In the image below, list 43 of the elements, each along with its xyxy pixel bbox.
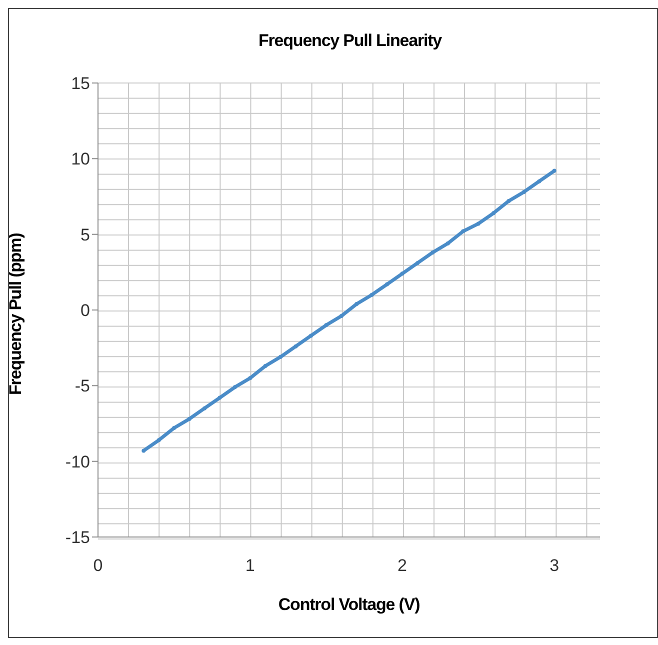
y-tick-label: -15 — [65, 528, 90, 548]
y-tick-label: 10 — [71, 150, 90, 169]
point — [552, 168, 556, 173]
point — [537, 179, 542, 184]
x-tick-label: 1 — [245, 556, 255, 576]
point — [430, 250, 435, 254]
point — [461, 229, 466, 234]
point — [492, 211, 496, 216]
x-axis-title: Control Voltage (V) — [278, 595, 420, 614]
point — [446, 241, 450, 246]
point — [476, 222, 480, 226]
y-axis-title: Frequency Pull (ppm) — [6, 233, 26, 395]
x-tick-label: 0 — [93, 556, 103, 576]
point — [202, 406, 206, 410]
point — [324, 323, 328, 328]
point — [187, 416, 192, 421]
point — [263, 364, 268, 368]
point — [248, 376, 252, 380]
x-tick-label: 2 — [398, 556, 407, 576]
chart-title: Frequency Pull Linearity — [257, 31, 443, 51]
point — [354, 302, 359, 306]
point — [415, 261, 420, 266]
y-tick-label: 5 — [80, 225, 90, 244]
point — [400, 272, 404, 276]
point — [172, 426, 176, 430]
y-tick-label: 0 — [80, 301, 90, 320]
point — [522, 190, 526, 194]
point — [370, 292, 374, 297]
point — [218, 396, 222, 400]
point — [294, 344, 298, 348]
point — [385, 282, 390, 286]
line-series — [142, 168, 556, 453]
x-tick-label: 3 — [550, 556, 560, 576]
point — [142, 448, 146, 453]
point — [308, 334, 313, 338]
y-tick-label: -10 — [65, 452, 90, 472]
point — [506, 199, 511, 204]
point — [156, 438, 161, 442]
y-tick-label: 15 — [71, 74, 90, 94]
point — [232, 385, 237, 390]
y-tick-label: -5 — [74, 376, 90, 396]
point — [278, 354, 283, 359]
point — [339, 314, 344, 318]
